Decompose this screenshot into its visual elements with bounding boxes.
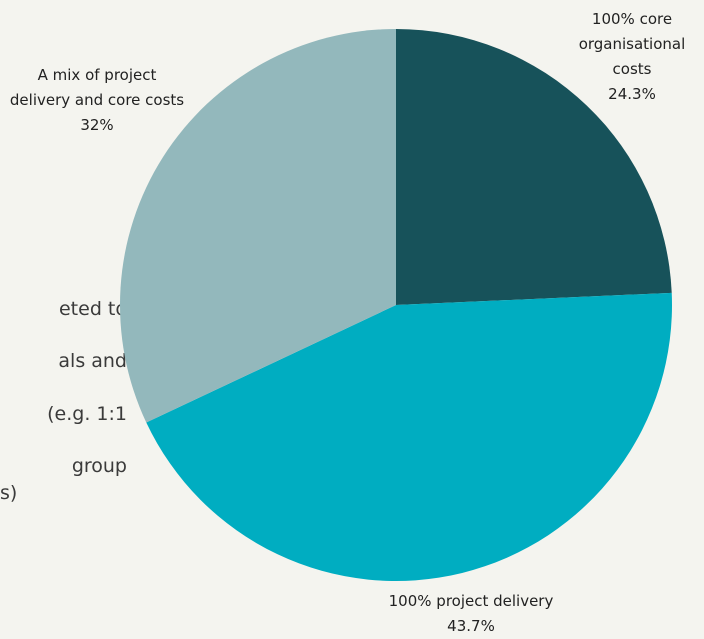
slice-label: A mix of project delivery and core costs… <box>8 63 186 138</box>
category-label: A mix of project delivery and core costs <box>9 66 185 109</box>
category-label: 100% project delivery <box>388 592 554 610</box>
background-text: eted to <box>58 298 127 320</box>
value-label: 24.3% <box>608 85 656 103</box>
pie-slice <box>119 29 397 423</box>
category-label: 100% core organisational costs <box>578 10 686 78</box>
slice-label: 100% core organisational costs 24.3% <box>562 7 702 107</box>
slice-label: 100% project delivery 43.7% <box>346 589 596 639</box>
background-text: als and <box>58 350 127 372</box>
background-text: (e.g. 1:1 <box>47 403 127 425</box>
value-label: 32% <box>80 116 114 134</box>
background-text: s) <box>0 482 18 504</box>
value-label: 43.7% <box>447 617 495 635</box>
pie-slice <box>146 292 673 581</box>
background-text: group <box>71 455 127 477</box>
pie-slice <box>396 29 672 305</box>
